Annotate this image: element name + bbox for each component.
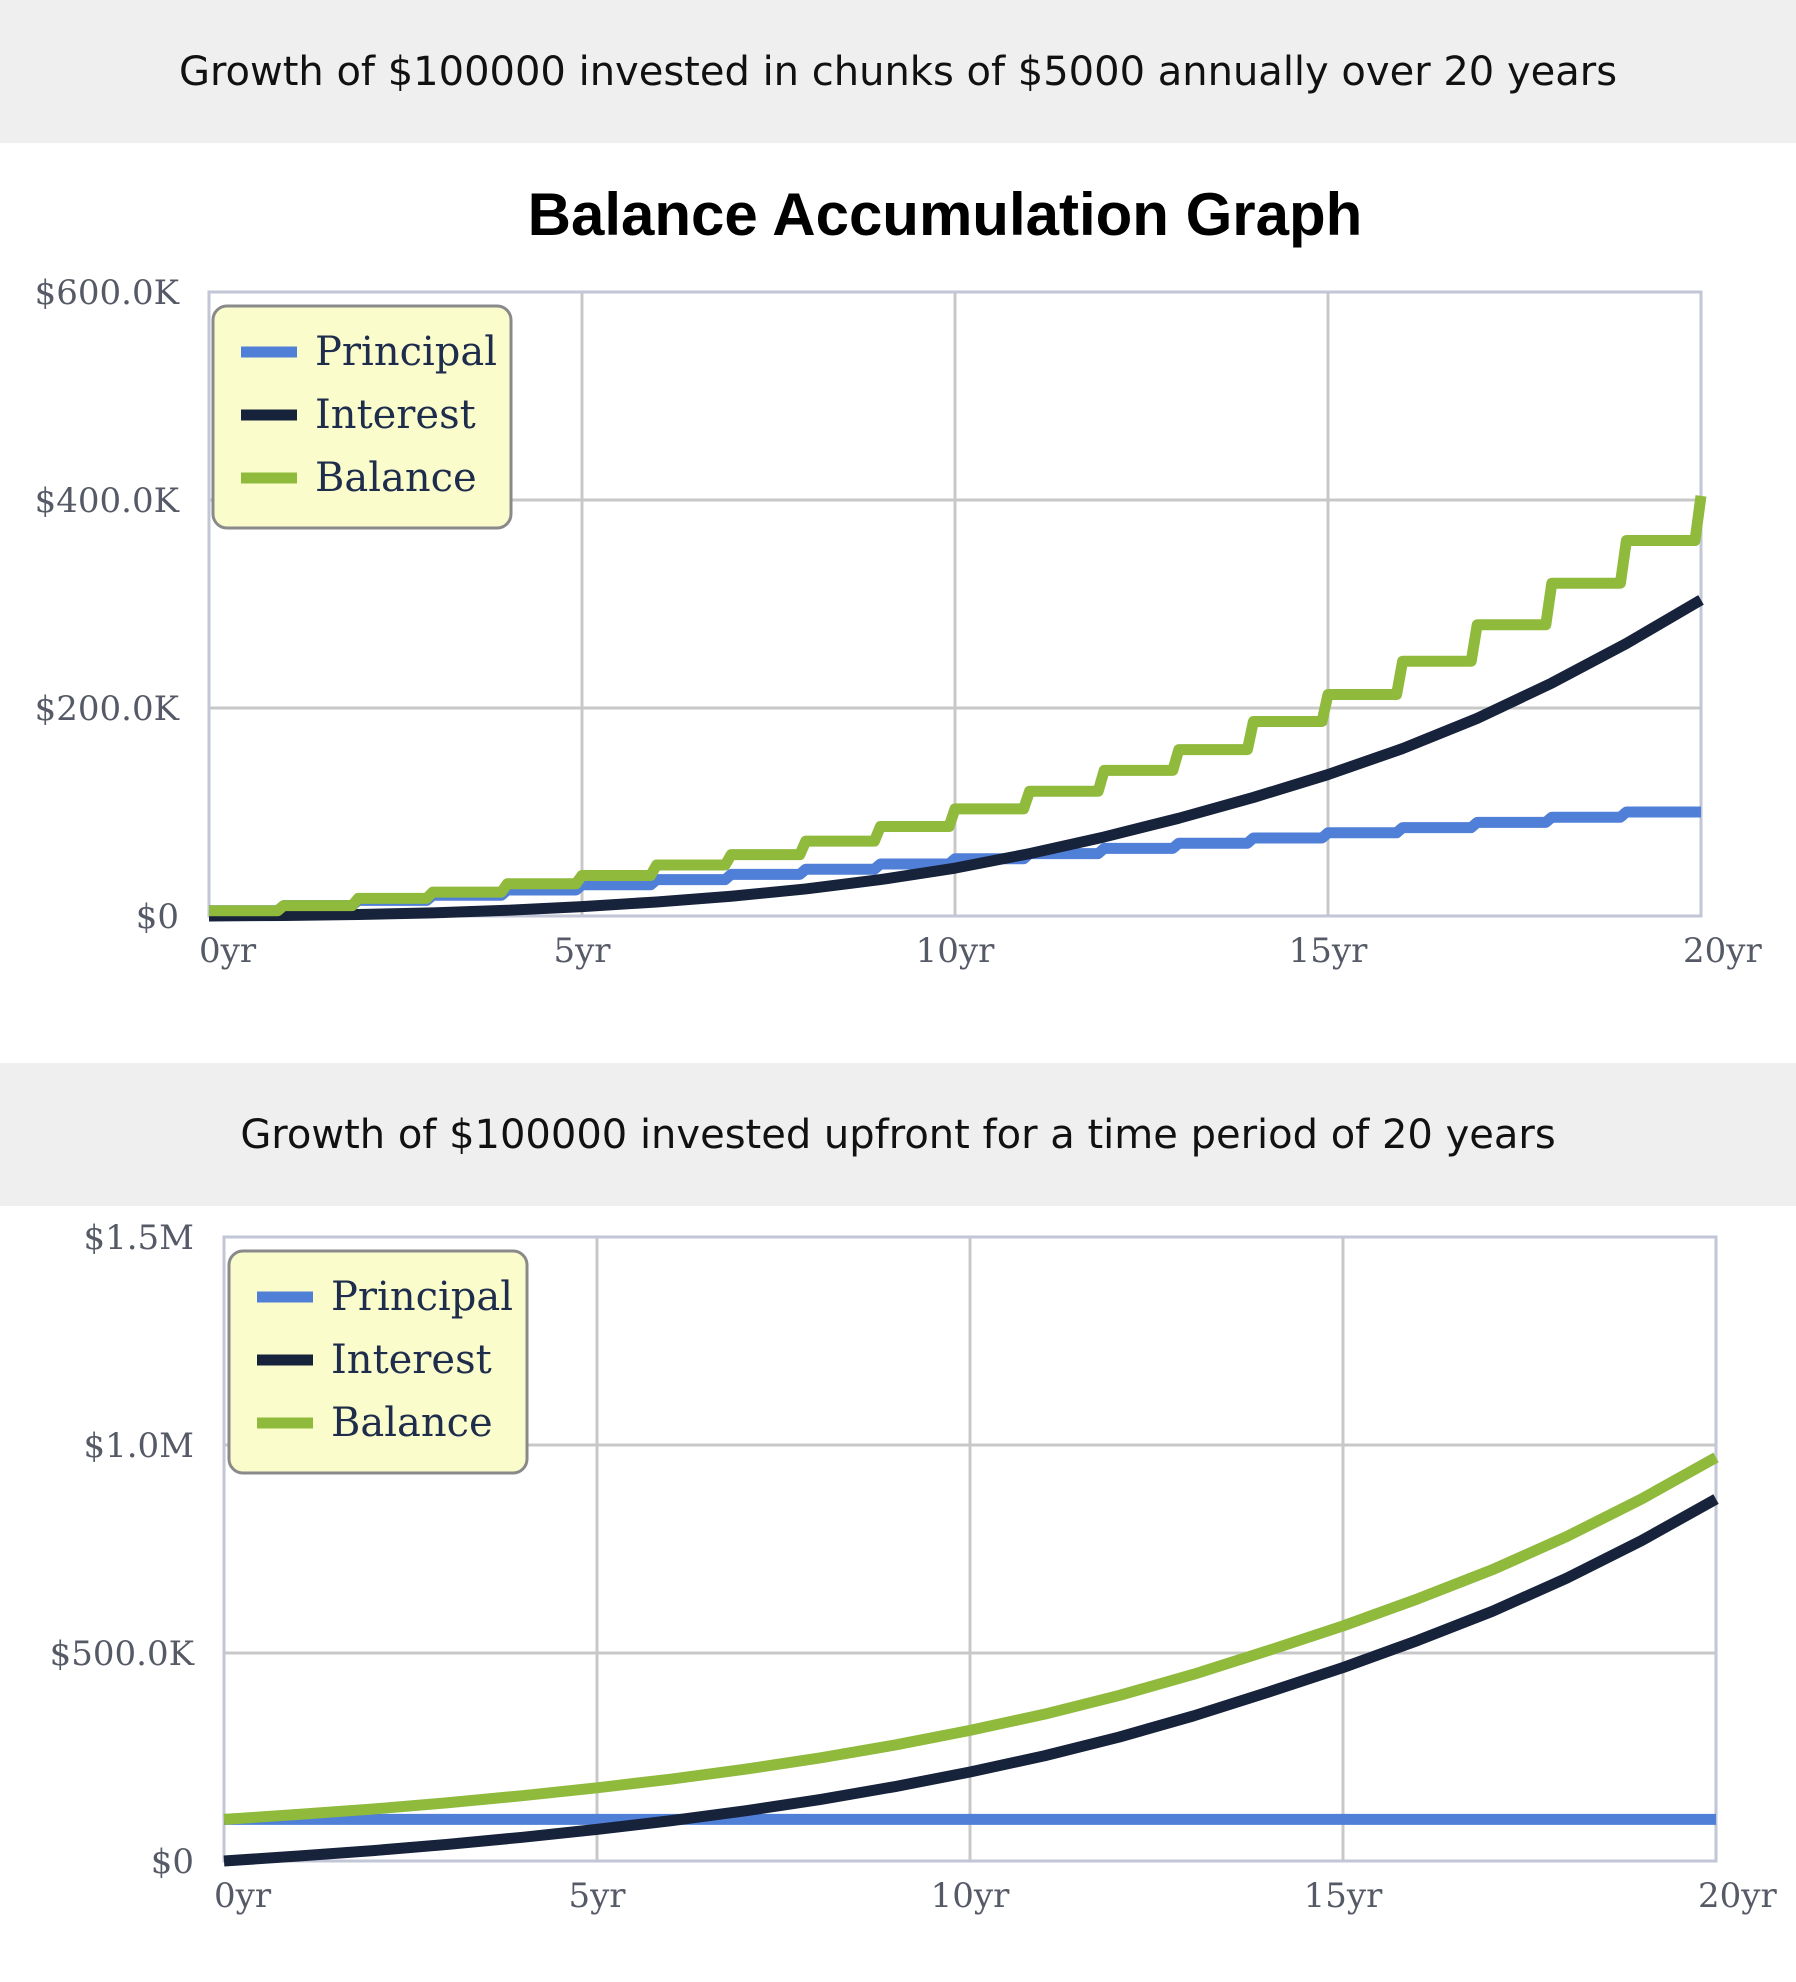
- chart-1-legend-label-balance: Balance: [315, 455, 477, 501]
- chart-1-interest-series-line: [208, 595, 1704, 922]
- chart-2-x-tick-label: 20yr: [1698, 1876, 1777, 1916]
- chart-1-y-tick-label: $400.0K: [35, 481, 180, 521]
- balance-accumulation-chart: Balance Accumulation Graph 0yr 5yr 10yr 15yr…: [35, 181, 1763, 971]
- chart-2-y-tick-label: $1.0M: [83, 1426, 194, 1466]
- chart-2-y-tick-label: $0: [151, 1842, 194, 1882]
- chart-1-caption-text: Growth of $100000 invested in chunks of …: [178, 48, 1618, 95]
- chart-1-caption-banner: Growth of $100000 invested in chunks of …: [0, 0, 1796, 143]
- chart-2-interest-series-line: [223, 1494, 1719, 1867]
- chart-1-x-tick-label: 20yr: [1683, 931, 1762, 971]
- chart-2-x-tick-label: 15yr: [1304, 1876, 1383, 1916]
- chart-1-legend-label-interest: Interest: [315, 392, 476, 438]
- chart-1-y-tick-label: $600.0K: [35, 273, 180, 313]
- chart-1-title: Balance Accumulation Graph: [528, 181, 1363, 248]
- chart-2-legend-label-interest: Interest: [331, 1337, 492, 1383]
- chart-2-y-tick-label: $1.5M: [83, 1218, 194, 1258]
- chart-2-y-tick-label: $500.0K: [50, 1634, 195, 1674]
- chart-1-x-tick-label: 10yr: [916, 931, 995, 971]
- chart-1-x-tick-label: 5yr: [553, 931, 611, 971]
- chart-1-legend-label-principal: Principal: [315, 329, 497, 375]
- chart-1-x-tick-label: 15yr: [1289, 931, 1368, 971]
- chart-1-y-tick-label: $0: [136, 897, 179, 937]
- chart-2-caption-text: Growth of $100000 invested upfront for a…: [240, 1111, 1556, 1158]
- chart-1-x-tick-label: 0yr: [199, 931, 257, 971]
- chart-1-balance-series-line: [209, 495, 1707, 917]
- chart-2-plot-border: [222, 1235, 1718, 1863]
- chart-2-x-tick-label: 10yr: [931, 1876, 1010, 1916]
- upfront-growth-chart: 0yr 5yr 10yr 15yr 20yr $0 $500.0K $1.0M $1.5M Pri…: [50, 1218, 1778, 1916]
- chart-1-y-tick-label: $200.0K: [35, 689, 180, 729]
- chart-2-caption-banner: Growth of $100000 invested upfront for a…: [0, 1063, 1796, 1206]
- chart-2-legend-label-balance: Balance: [331, 1400, 493, 1446]
- chart-2-x-tick-label: 0yr: [214, 1876, 272, 1916]
- chart-2-legend-label-principal: Principal: [331, 1274, 513, 1320]
- chart-2-balance-series-line: [223, 1452, 1719, 1825]
- chart-2-x-tick-label: 5yr: [568, 1876, 626, 1916]
